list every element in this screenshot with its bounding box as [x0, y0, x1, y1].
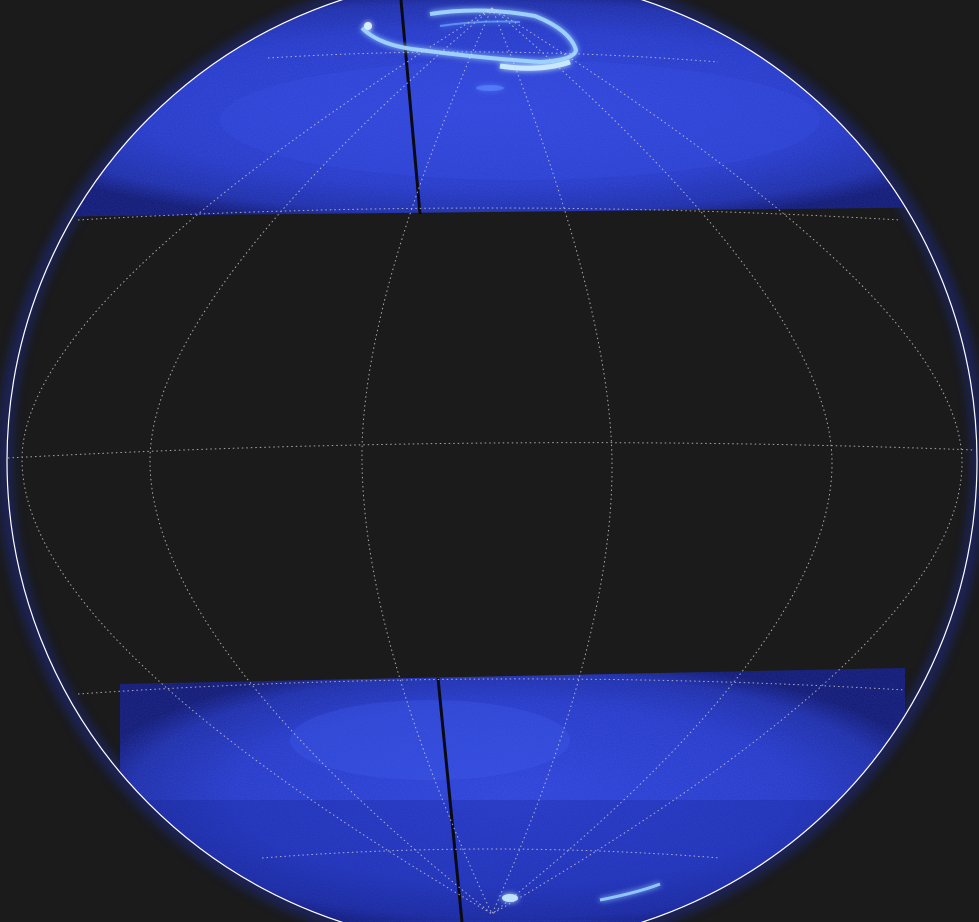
planet-limb	[6, 0, 978, 922]
coordinate-grid	[7, 7, 976, 915]
north-seam	[399, 0, 422, 215]
south-image-band	[120, 668, 905, 922]
north-image-band	[7, 0, 977, 217]
south-seam	[436, 677, 464, 922]
south-aurora	[502, 882, 661, 902]
north-aurora	[360, 8, 579, 91]
